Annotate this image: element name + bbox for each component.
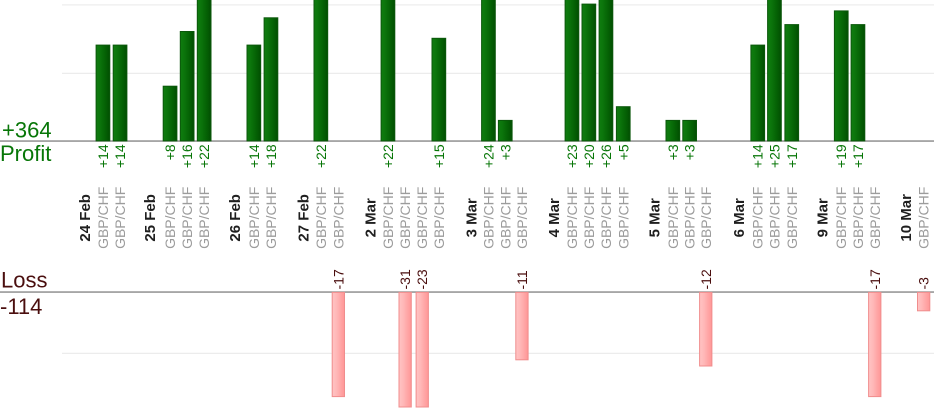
svg-text:+17: +17	[784, 144, 800, 168]
svg-text:-31: -31	[397, 269, 413, 289]
svg-text:-12: -12	[698, 269, 714, 289]
svg-text:+18: +18	[263, 144, 279, 168]
svg-text:5 Mar: 5 Mar	[647, 198, 664, 237]
svg-text:6 Mar: 6 Mar	[731, 198, 748, 237]
svg-text:GBP/CHF: GBP/CHF	[414, 187, 430, 249]
svg-text:+14: +14	[246, 144, 262, 168]
svg-text:GBP/CHF: GBP/CHF	[313, 187, 329, 249]
svg-text:+8: +8	[162, 144, 178, 160]
svg-text:GBP/CHF: GBP/CHF	[767, 187, 783, 249]
svg-text:25 Feb: 25 Feb	[142, 194, 159, 242]
svg-text:+19: +19	[833, 144, 849, 168]
svg-text:GBP/CHF: GBP/CHF	[431, 187, 447, 249]
svg-text:GBP/CHF: GBP/CHF	[916, 187, 932, 249]
svg-text:+3: +3	[682, 144, 698, 160]
svg-text:+20: +20	[581, 144, 597, 168]
svg-text:-3: -3	[916, 277, 932, 290]
svg-text:GBP/CHF: GBP/CHF	[682, 187, 698, 249]
svg-text:+22: +22	[313, 144, 329, 168]
svg-text:GBP/CHF: GBP/CHF	[784, 187, 800, 249]
svg-text:9 Mar: 9 Mar	[815, 198, 832, 237]
svg-text:GBP/CHF: GBP/CHF	[196, 187, 212, 249]
svg-text:GBP/CHF: GBP/CHF	[380, 187, 396, 249]
svg-text:GBP/CHF: GBP/CHF	[514, 187, 530, 249]
svg-text:GBP/CHF: GBP/CHF	[246, 187, 262, 249]
svg-text:GBP/CHF: GBP/CHF	[867, 187, 883, 249]
svg-text:Loss: Loss	[1, 267, 47, 292]
svg-text:GBP/CHF: GBP/CHF	[750, 187, 766, 249]
svg-text:GBP/CHF: GBP/CHF	[112, 187, 128, 249]
svg-text:+25: +25	[767, 144, 783, 168]
svg-text:GBP/CHF: GBP/CHF	[598, 187, 614, 249]
svg-text:+17: +17	[850, 144, 866, 168]
svg-text:+23: +23	[564, 144, 580, 168]
svg-text:-17: -17	[867, 269, 883, 289]
svg-text:-17: -17	[330, 269, 346, 289]
svg-text:GBP/CHF: GBP/CHF	[263, 187, 279, 249]
svg-text:-23: -23	[414, 269, 430, 289]
svg-text:+3: +3	[497, 144, 513, 160]
svg-text:10 Mar: 10 Mar	[898, 194, 915, 242]
svg-text:GBP/CHF: GBP/CHF	[162, 187, 178, 249]
svg-text:-114: -114	[0, 294, 42, 319]
svg-text:GBP/CHF: GBP/CHF	[330, 187, 346, 249]
svg-text:-11: -11	[514, 270, 530, 289]
svg-text:+14: +14	[112, 144, 128, 168]
svg-text:GBP/CHF: GBP/CHF	[615, 187, 631, 249]
svg-text:27 Feb: 27 Feb	[296, 194, 313, 242]
svg-text:GBP/CHF: GBP/CHF	[481, 187, 497, 249]
svg-text:+22: +22	[196, 144, 212, 168]
svg-text:+3: +3	[665, 144, 681, 160]
svg-text:3 Mar: 3 Mar	[464, 198, 481, 237]
svg-text:+26: +26	[598, 144, 614, 168]
svg-text:+22: +22	[380, 144, 396, 168]
svg-text:+5: +5	[615, 144, 631, 160]
svg-text:GBP/CHF: GBP/CHF	[95, 187, 111, 249]
svg-text:2 Mar: 2 Mar	[363, 198, 380, 237]
svg-text:GBP/CHF: GBP/CHF	[698, 187, 714, 249]
svg-text:GBP/CHF: GBP/CHF	[179, 187, 195, 249]
svg-text:Profit: Profit	[0, 141, 51, 166]
svg-text:4 Mar: 4 Mar	[546, 198, 563, 237]
svg-text:GBP/CHF: GBP/CHF	[581, 187, 597, 249]
svg-text:+14: +14	[95, 144, 111, 168]
svg-text:GBP/CHF: GBP/CHF	[665, 187, 681, 249]
svg-text:+364: +364	[2, 118, 52, 143]
svg-text:GBP/CHF: GBP/CHF	[397, 187, 413, 249]
svg-text:26 Feb: 26 Feb	[227, 194, 244, 242]
svg-text:+14: +14	[750, 144, 766, 168]
svg-text:+15: +15	[431, 144, 447, 168]
svg-text:+24: +24	[481, 144, 497, 168]
svg-text:GBP/CHF: GBP/CHF	[564, 187, 580, 249]
svg-text:24 Feb: 24 Feb	[77, 194, 94, 242]
svg-text:GBP/CHF: GBP/CHF	[497, 187, 513, 249]
svg-text:+16: +16	[179, 144, 195, 168]
svg-text:GBP/CHF: GBP/CHF	[833, 187, 849, 249]
svg-text:GBP/CHF: GBP/CHF	[850, 187, 866, 249]
